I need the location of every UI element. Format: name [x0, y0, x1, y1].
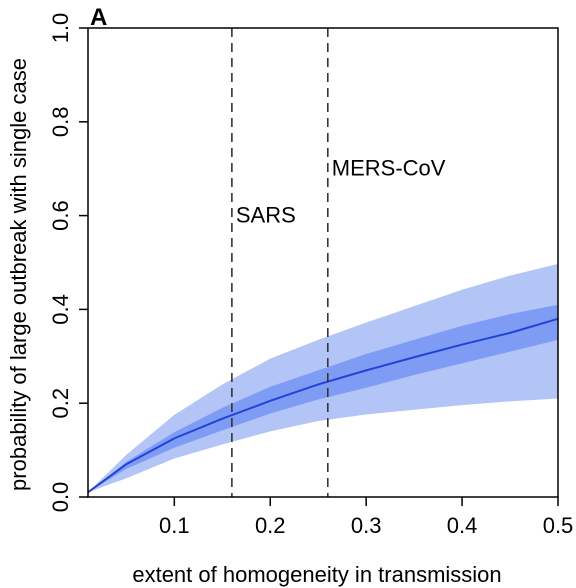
- x-tick-label-3: 0.3: [351, 513, 382, 538]
- y-tick-label-6: 1.0: [48, 13, 73, 44]
- x-axis: 0.1 0.2 0.3 0.4 0.5: [159, 497, 573, 538]
- x-axis-title: extent of homogeneity in transmission: [132, 562, 501, 587]
- y-tick-label-4: 0.6: [48, 200, 73, 231]
- y-tick-label-5: 0.8: [48, 107, 73, 138]
- y-tick-label-2: 0.2: [48, 388, 73, 419]
- y-tick-label-3: 0.4: [48, 294, 73, 325]
- x-tick-label-5: 0.5: [543, 513, 574, 538]
- y-axis: 0.0 0.2 0.4 0.6 0.8 1.0: [48, 13, 88, 513]
- y-tick-label-1: 0.0: [48, 482, 73, 513]
- y-axis-title: probability of large outbreak with singl…: [6, 58, 31, 491]
- x-tick-label-2: 0.2: [255, 513, 286, 538]
- panel-label: A: [90, 4, 107, 31]
- x-tick-label-4: 0.4: [447, 513, 478, 538]
- band-inner: [88, 304, 558, 493]
- median-line-group: [87, 317, 559, 494]
- series-line-median: [87, 317, 559, 494]
- reference-label-2: MERS-CoV: [332, 156, 446, 181]
- reference-label-1: SARS: [236, 203, 296, 228]
- x-tick-label-1: 0.1: [159, 513, 190, 538]
- confidence-bands: [88, 263, 558, 493]
- reference-lines: SARS MERS-CoV: [231, 28, 446, 497]
- plot-frame: [87, 27, 559, 498]
